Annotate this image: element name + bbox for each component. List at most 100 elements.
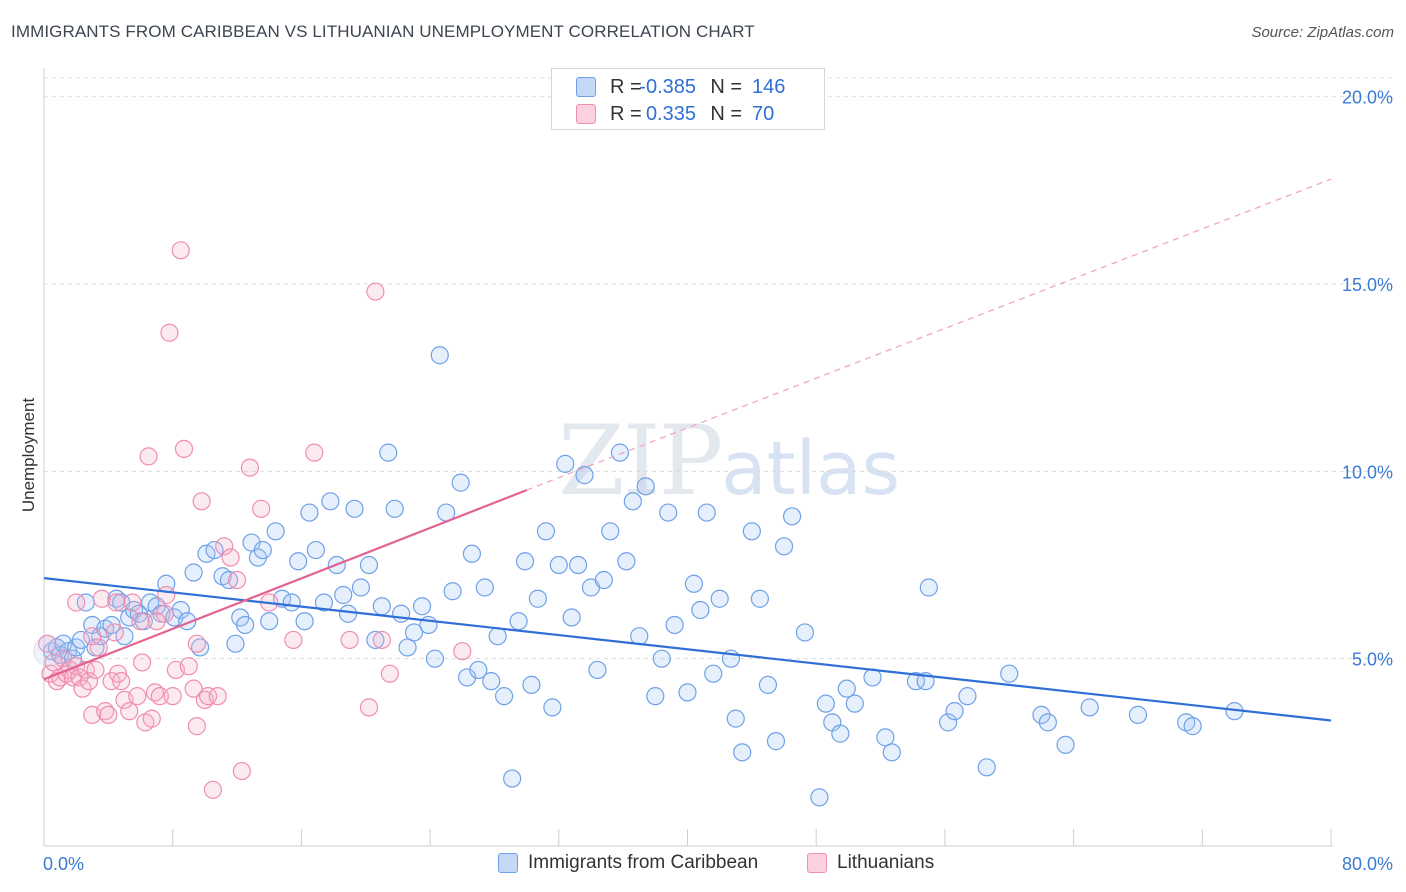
lithuanian-point <box>453 642 472 661</box>
caribbean-point <box>475 578 494 597</box>
caribbean-point <box>543 698 562 717</box>
caribbean-point <box>569 555 588 575</box>
chart-title: IMMIGRANTS FROM CARIBBEAN VS LITHUANIAN … <box>11 22 755 41</box>
caribbean-point <box>205 540 224 560</box>
caribbean-point <box>351 578 371 597</box>
caribbean-point <box>334 585 353 605</box>
lithuanian-point <box>221 548 240 567</box>
lithuanian-point <box>366 282 385 301</box>
caribbean-point <box>398 638 417 657</box>
caribbean-point <box>1080 698 1099 717</box>
caribbean-point <box>289 552 308 571</box>
lithuanian-point <box>73 679 92 698</box>
caribbean-point <box>1056 735 1075 754</box>
series-legend-item-lithuanians[interactable]: Lithuanians <box>807 852 934 874</box>
caribbean-point <box>359 555 379 575</box>
lithuanian-point <box>105 623 124 642</box>
lithuanian-point <box>128 687 147 706</box>
caribbean-point <box>623 492 642 511</box>
caribbean-point <box>282 593 301 612</box>
caribbean-point <box>295 612 314 631</box>
lithuanian-point <box>102 672 121 691</box>
series-legend: Immigrants from Caribbean Lithuanians <box>0 852 1406 878</box>
caribbean-point <box>528 589 547 608</box>
legend-r-value: -0.385 <box>639 75 696 98</box>
caribbean-point <box>509 612 528 631</box>
lithuanian-point <box>284 630 303 650</box>
legend-swatch-caribbean <box>576 77 596 97</box>
caribbean-point <box>372 597 391 616</box>
lithuanian-point <box>174 439 194 458</box>
caribbean-point <box>522 675 541 695</box>
y-tick-label: 15.0% <box>1342 275 1393 295</box>
caribbean-point <box>366 630 385 650</box>
caribbean-point <box>503 769 522 788</box>
lithuanian-point <box>252 499 271 518</box>
caribbean-point <box>515 552 535 571</box>
caribbean-point <box>412 597 432 616</box>
y-tick-label: 20.0% <box>1342 88 1393 108</box>
caribbean-point <box>306 540 325 560</box>
caribbean-point <box>726 709 745 728</box>
caribbean-point <box>977 758 996 777</box>
caribbean-point <box>1000 664 1019 683</box>
caribbean-point <box>831 724 850 743</box>
lithuanian-point <box>107 593 126 612</box>
lithuanian-point <box>372 630 391 650</box>
lithuanian-point <box>99 705 118 724</box>
lithuanian-point <box>86 660 105 680</box>
caribbean-point <box>1032 705 1051 724</box>
legend-n-label: N = <box>710 75 742 98</box>
caribbean-point <box>1128 705 1148 724</box>
caribbean-point <box>758 675 778 695</box>
lithuanian-point <box>192 492 211 511</box>
lithuanian-point <box>142 709 161 728</box>
series-legend-label-caribbean: Immigrants from Caribbean <box>528 852 759 873</box>
chart-source: Source: ZipAtlas.com <box>1251 24 1394 41</box>
caribbean-point <box>536 522 556 541</box>
caribbean-point <box>588 660 607 680</box>
caribbean-point <box>646 687 665 706</box>
caribbean-point <box>345 499 364 518</box>
lithuanian-point <box>133 653 152 672</box>
lithuanian-point <box>67 593 86 612</box>
watermark-atlas: atlas <box>721 426 901 512</box>
caribbean-point <box>636 477 655 496</box>
series-legend-item-caribbean[interactable]: Immigrants from Caribbean <box>498 852 758 874</box>
caribbean-point <box>652 649 671 668</box>
series-legend-swatch-caribbean <box>498 853 518 873</box>
caribbean-point <box>314 593 334 612</box>
caribbean-point <box>684 574 704 593</box>
lithuanian-point <box>380 664 399 683</box>
caribbean-point <box>425 649 445 668</box>
lithuanian-point <box>171 241 190 260</box>
caribbean-point <box>575 466 594 485</box>
lithuanian-point <box>79 672 99 691</box>
caribbean-point <box>610 443 630 462</box>
y-axis-label: Unemployment <box>19 397 38 513</box>
lithuanian-point <box>38 634 57 653</box>
lithuanian-point <box>44 653 63 672</box>
caribbean-point <box>488 627 507 646</box>
caribbean-point <box>774 537 794 556</box>
caribbean-point <box>678 683 697 702</box>
lithuanian-point <box>215 537 234 556</box>
lithuanian-point <box>157 585 176 605</box>
y-tick-label: 10.0% <box>1342 462 1393 482</box>
caribbean-point <box>766 732 786 751</box>
caribbean-point <box>430 346 449 365</box>
caribbean-point <box>782 507 802 526</box>
lithuanian-point <box>198 687 218 706</box>
legend-row-lithuanians: R = 0.335 N = 70 <box>576 103 790 125</box>
caribbean-point <box>958 687 977 706</box>
lithuanian-point <box>340 630 359 650</box>
caribbean-point <box>235 615 255 635</box>
caribbean-point <box>266 522 285 541</box>
caribbean-point <box>742 522 761 541</box>
lithuanian-point <box>208 687 227 706</box>
legend-r-value: 0.335 <box>645 102 696 125</box>
caribbean-point <box>733 743 752 762</box>
caribbean-point <box>665 615 684 635</box>
caribbean-point <box>919 578 938 597</box>
